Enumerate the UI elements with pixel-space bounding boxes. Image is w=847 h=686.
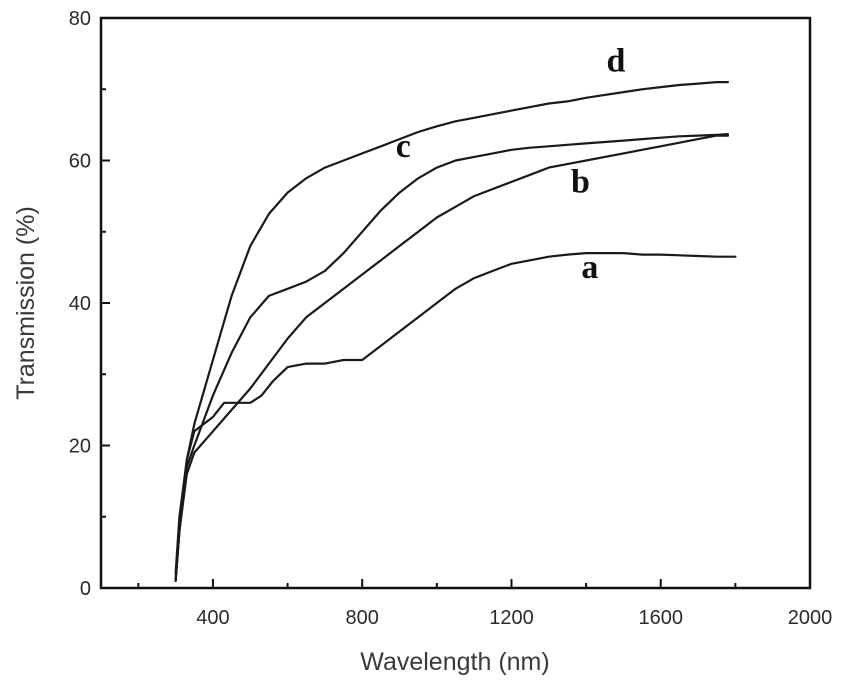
series-label-b: b	[571, 164, 590, 201]
plot-frame	[99, 16, 812, 590]
x-tick-label: 400	[196, 607, 229, 629]
y-tick-label: 0	[80, 578, 91, 600]
series-line-c	[174, 133, 730, 583]
y-tick-label: 40	[69, 293, 91, 315]
plot-area	[174, 80, 737, 583]
x-tick-label: 800	[346, 607, 379, 629]
series-labels: d c b a	[396, 42, 626, 286]
x-axis-title: Wavelength (nm)	[360, 648, 549, 676]
x-tick-label: 1600	[638, 607, 683, 629]
series-label-a: a	[581, 249, 598, 286]
series-label-d: d	[606, 42, 625, 79]
series-line-a	[174, 252, 737, 583]
series-line-d	[174, 80, 730, 575]
series-label-c: c	[396, 128, 411, 165]
series-line-b	[174, 134, 730, 583]
y-tick-label: 60	[69, 151, 91, 173]
x-tick-label: 2000	[788, 607, 833, 629]
y-tick-label: 20	[69, 436, 91, 458]
axis-ticks	[101, 17, 811, 589]
x-tick-label: 1200	[489, 607, 534, 629]
y-axis-title: Transmission (%)	[12, 206, 40, 400]
tick-labels: 400 800 1200 1600 2000 0 20 40 60 80	[69, 8, 833, 629]
y-tick-label: 80	[69, 8, 91, 30]
